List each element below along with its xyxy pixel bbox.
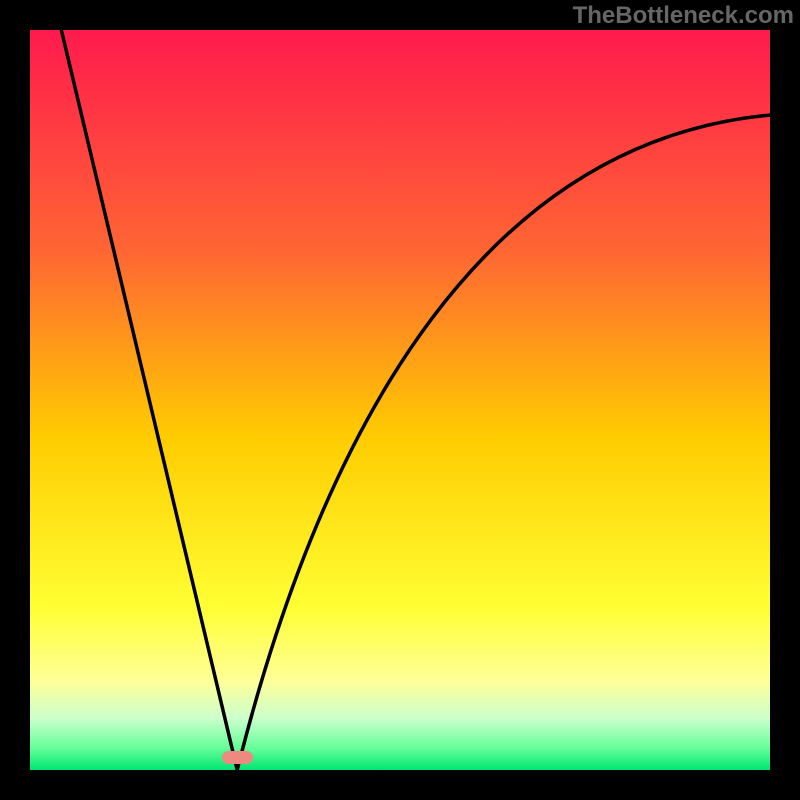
- watermark-text: TheBottleneck.com: [573, 2, 794, 30]
- optimum-marker: [222, 751, 253, 764]
- bottleneck-curve: [30, 30, 770, 770]
- plot-area: [30, 30, 770, 770]
